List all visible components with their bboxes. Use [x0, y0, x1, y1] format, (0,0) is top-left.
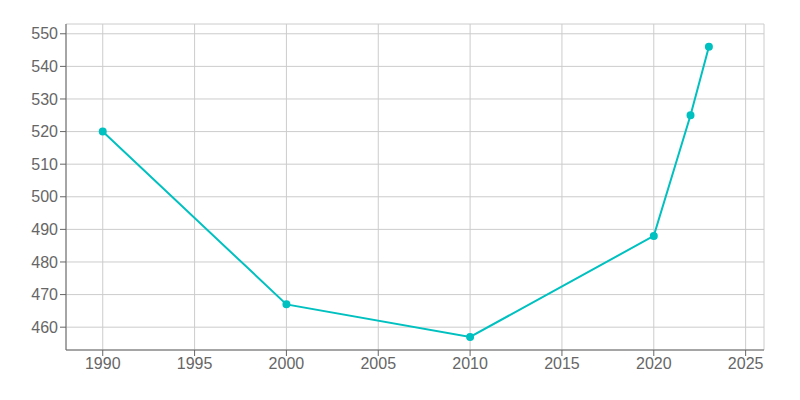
- svg-text:2015: 2015: [544, 355, 580, 372]
- svg-text:2025: 2025: [728, 355, 764, 372]
- svg-text:2020: 2020: [636, 355, 672, 372]
- svg-text:460: 460: [31, 319, 58, 336]
- svg-text:470: 470: [31, 286, 58, 303]
- svg-text:500: 500: [31, 188, 58, 205]
- svg-text:2010: 2010: [452, 355, 488, 372]
- svg-text:510: 510: [31, 156, 58, 173]
- svg-text:1995: 1995: [177, 355, 213, 372]
- svg-text:530: 530: [31, 91, 58, 108]
- svg-text:2000: 2000: [269, 355, 305, 372]
- svg-text:490: 490: [31, 221, 58, 238]
- svg-text:480: 480: [31, 254, 58, 271]
- svg-text:2005: 2005: [360, 355, 396, 372]
- svg-text:1990: 1990: [85, 355, 121, 372]
- svg-text:520: 520: [31, 123, 58, 140]
- svg-text:550: 550: [31, 25, 58, 42]
- svg-text:540: 540: [31, 58, 58, 75]
